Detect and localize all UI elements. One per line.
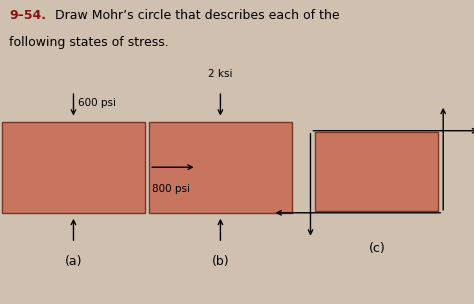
Text: 600 psi: 600 psi [78, 98, 116, 108]
Text: Draw Mohr’s circle that describes each of the: Draw Mohr’s circle that describes each o… [55, 9, 339, 22]
Text: (b): (b) [211, 255, 229, 268]
Text: 2 ksi: 2 ksi [208, 69, 233, 79]
Text: following states of stress.: following states of stress. [9, 36, 169, 50]
Bar [149, 122, 292, 213]
Text: (a): (a) [65, 255, 82, 268]
Bar [2, 122, 145, 213]
Text: 800 psi: 800 psi [152, 184, 190, 194]
Text: (c): (c) [368, 242, 385, 255]
Bar [315, 132, 438, 211]
Text: 9–54.: 9–54. [9, 9, 46, 22]
